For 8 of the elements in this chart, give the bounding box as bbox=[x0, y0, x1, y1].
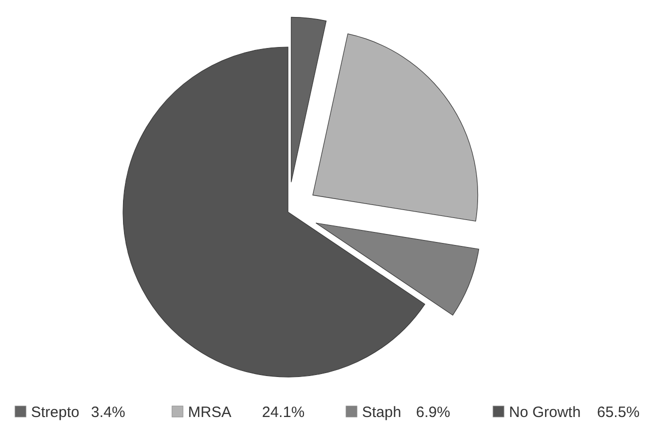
legend-label: Staph bbox=[362, 404, 402, 421]
legend-label: No Growth bbox=[509, 404, 581, 421]
legend-label: Strepto bbox=[31, 404, 80, 421]
data-label: 6.9% bbox=[416, 404, 450, 421]
data-label: 3.4% bbox=[91, 404, 126, 421]
data-label: 24.1% bbox=[262, 404, 305, 421]
legend-label: MRSA bbox=[188, 404, 232, 421]
data-label: 65.5% bbox=[597, 404, 640, 421]
